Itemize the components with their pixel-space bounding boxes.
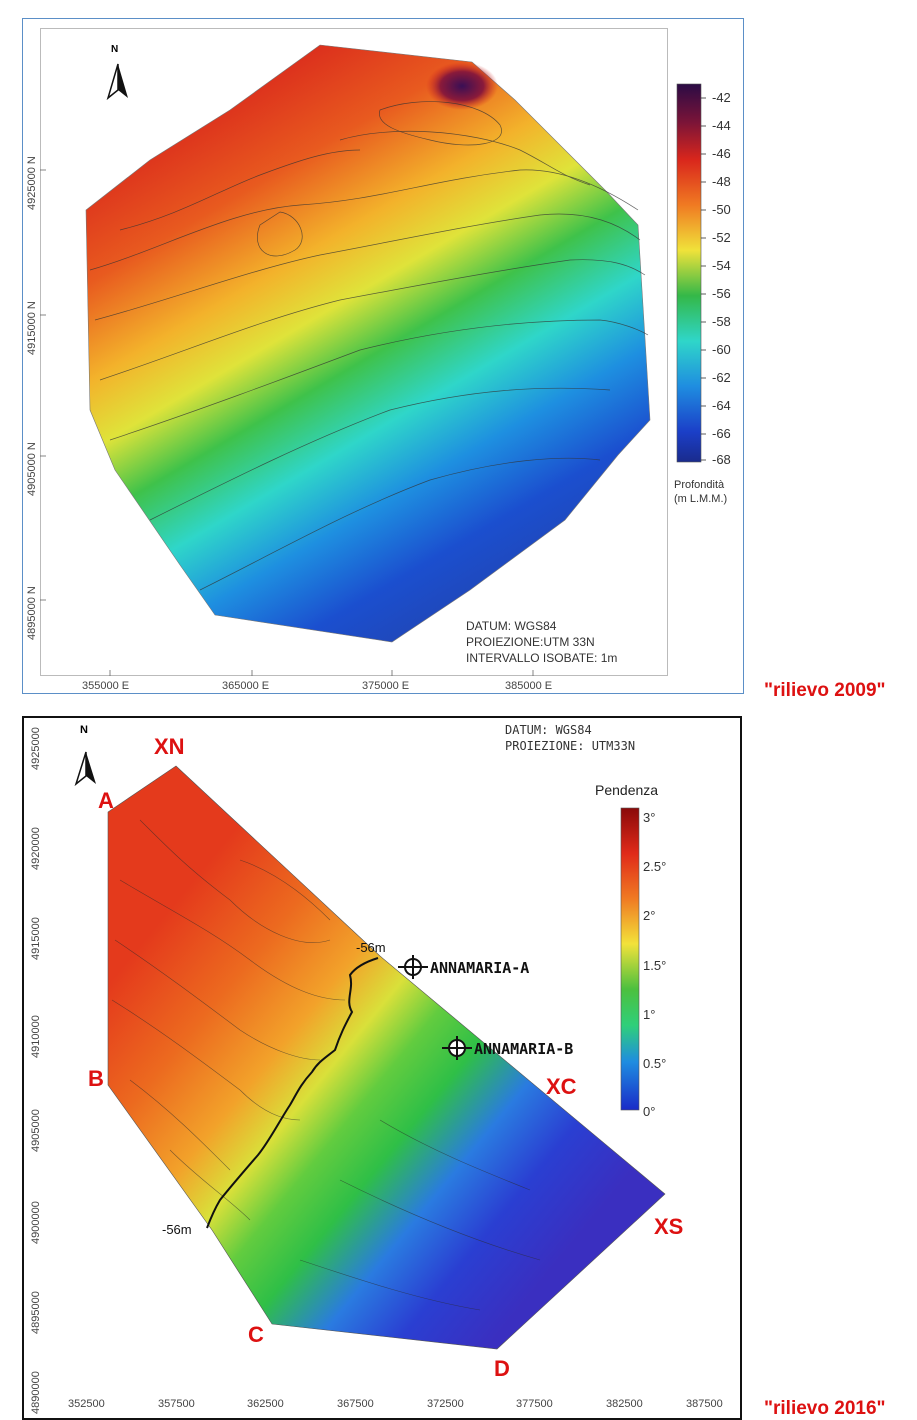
point-xn-label: XN (154, 734, 185, 759)
y-tick: 4895000 N (26, 586, 38, 640)
y-tick: 4925000 (30, 727, 42, 770)
legend-tick: -68 (712, 452, 731, 467)
map-2016-info: DATUM: WGS84 PROIEZIONE: UTM33N (505, 722, 635, 754)
legend-title-line: Profondità (674, 479, 725, 491)
isobath-lines (89, 101, 649, 591)
deep-area (426, 62, 498, 110)
info-line: DATUM: WGS84 (466, 619, 557, 633)
legend-tick: -66 (712, 426, 731, 441)
info-line: INTERVALLO ISOBATE: 1m (466, 651, 618, 665)
map-2009-info: DATUM: WGS84 PROIEZIONE:UTM 33N INTERVAL… (466, 618, 617, 666)
info-line: PROIEZIONE: UTM33N (505, 739, 636, 753)
x-tick: 385000 E (505, 680, 553, 692)
x-tick: 352500 (68, 1398, 105, 1410)
y-tick: 4920000 (30, 827, 42, 870)
x-tick: 367500 (337, 1398, 374, 1410)
north-arrow-icon-2016 (74, 751, 96, 787)
y-tick: 4895000 (30, 1291, 42, 1334)
survey-2016-area (107, 765, 666, 1350)
legend-tick: -56 (712, 286, 731, 301)
legend-tick: -58 (712, 314, 731, 329)
x-tick: 362500 (247, 1398, 284, 1410)
y-tick: 4915000 (30, 917, 42, 960)
isobath-label-top: -56m (356, 940, 386, 955)
legend-tick: -42 (712, 90, 731, 105)
y-tick: 4925000 N (26, 156, 38, 210)
slope-legend-title: Pendenza (595, 782, 659, 798)
well-b-label: ANNAMARIA-B (474, 1040, 574, 1058)
point-a-label: A (98, 788, 114, 813)
x-tick: 357500 (158, 1398, 195, 1410)
caption-2009: "rilievo 2009" (764, 680, 886, 701)
legend-title-line: (m L.M.M.) (674, 493, 728, 505)
y-tick: 4915000 N (26, 301, 38, 355)
legend-tick: -62 (712, 370, 731, 385)
point-xc-label: XC (546, 1074, 577, 1099)
x-tick: 375000 E (362, 680, 410, 692)
north-arrow-icon-2009 (106, 63, 128, 101)
well-b-icon (442, 1036, 472, 1060)
legend-tick: 1.5° (643, 958, 667, 973)
legend-tick: 0.5° (643, 1056, 667, 1071)
slope-legend-bar (620, 807, 640, 1111)
y-tick: 4900000 (30, 1201, 42, 1244)
legend-tick: 1° (643, 1007, 656, 1022)
map-2009-frame (40, 28, 668, 676)
legend-tick: -46 (712, 146, 731, 161)
depth-legend-bar (676, 83, 702, 463)
x-tick: 372500 (427, 1398, 464, 1410)
x-tick: 355000 E (82, 680, 130, 692)
x-tick: 365000 E (222, 680, 270, 692)
well-a-icon (398, 955, 428, 979)
legend-tick: -52 (712, 230, 731, 245)
north-label-2016: N (80, 724, 88, 736)
contour-lines (111, 819, 541, 1311)
caption-2016: "rilievo 2016" (764, 1398, 886, 1419)
legend-tick: -48 (712, 174, 731, 189)
y-tick: 4905000 N (26, 442, 38, 496)
point-c-label: C (248, 1322, 264, 1347)
well-a-label: ANNAMARIA-A (430, 959, 530, 977)
isobath-label-bottom: -56m (162, 1222, 192, 1237)
info-line: DATUM: WGS84 (505, 723, 592, 737)
info-line: PROIEZIONE:UTM 33N (466, 635, 595, 649)
legend-tick: -54 (712, 258, 731, 273)
map-2016-slope (74, 751, 666, 1350)
point-b-label: B (88, 1066, 104, 1091)
legend-tick: 3° (643, 810, 656, 825)
depth-legend-title: Profondità (m L.M.M.) (674, 478, 727, 506)
map-2009-bathymetry (40, 44, 706, 676)
point-xs-label: XS (654, 1214, 684, 1239)
y-tick: 4910000 (30, 1015, 42, 1058)
legend-tick: -50 (712, 202, 731, 217)
legend-tick: 2.5° (643, 859, 667, 874)
x-tick: 382500 (606, 1398, 643, 1410)
north-label-2009: N (111, 44, 119, 55)
y-tick: 4890000 (30, 1371, 42, 1414)
x-tick: 377500 (516, 1398, 553, 1410)
point-d-label: D (494, 1356, 510, 1381)
y-tick: 4905000 (30, 1109, 42, 1152)
legend-tick: -44 (712, 118, 731, 133)
isobath-56m-line (206, 957, 379, 1229)
legend-tick: -60 (712, 342, 731, 357)
legend-tick: -64 (712, 398, 731, 413)
legend-tick: 0° (643, 1104, 656, 1119)
x-tick: 387500 (686, 1398, 723, 1410)
legend-tick: 2° (643, 908, 656, 923)
survey-2009-area (85, 44, 651, 643)
